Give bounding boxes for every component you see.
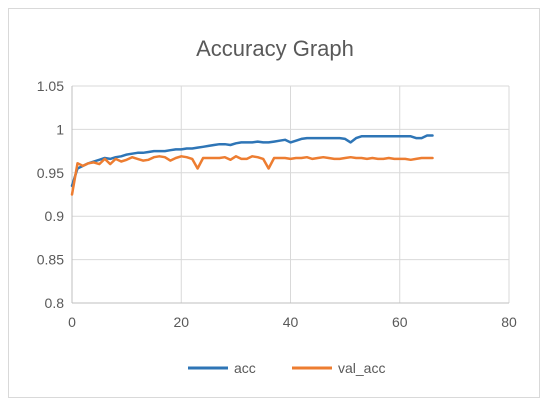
y-tick-label: 1.05: [37, 78, 64, 94]
y-tick-label: 1: [56, 121, 64, 137]
y-tick-label: 0.85: [37, 252, 64, 268]
legend-label-val-acc: val_acc: [338, 360, 385, 376]
grid-lines: [72, 85, 510, 303]
chart-title: Accuracy Graph: [196, 36, 354, 61]
tick-labels: 0.8 0.85 0.9 0.95 1 1.05 0 20 40 60 80: [37, 78, 517, 330]
series-lines: [70, 134, 434, 196]
series-line-acc: [70, 134, 434, 188]
x-tick-label: 40: [283, 314, 299, 330]
y-tick-label: 0.95: [37, 165, 64, 181]
y-tick-label: 0.8: [45, 295, 65, 311]
x-tick-label: 60: [392, 314, 408, 330]
legend: acc val_acc: [188, 360, 385, 376]
y-tick-label: 0.9: [45, 208, 65, 224]
x-tick-label: 80: [501, 314, 517, 330]
x-tick-label: 0: [68, 314, 76, 330]
x-tick-label: 20: [173, 314, 189, 330]
series-line-val-acc: [70, 155, 434, 196]
chart-container: [8, 8, 540, 398]
legend-label-acc: acc: [234, 360, 256, 376]
